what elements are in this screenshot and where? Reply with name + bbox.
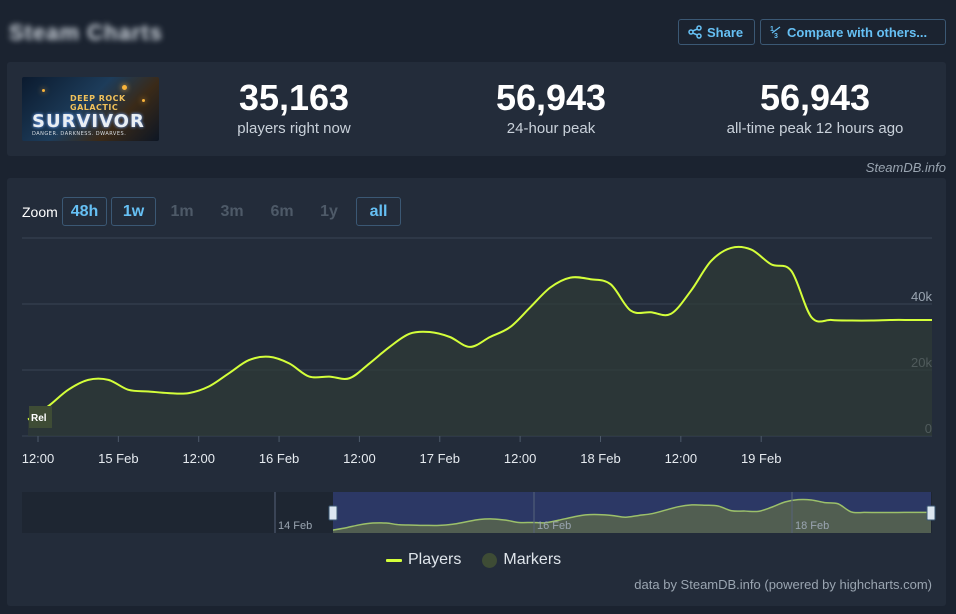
zoom-label: Zoom — [22, 204, 58, 220]
stat-all-time-peak: 56,943 all-time peak 12 hours ago — [700, 77, 930, 138]
page-title: Steam Charts — [9, 20, 163, 45]
players-line-icon — [386, 558, 402, 562]
stat-value: 56,943 — [495, 77, 607, 118]
stats-panel: DEEP ROCK GALACTIC SURVIVOR DANGER. DARK… — [7, 62, 946, 156]
spark-decoration — [122, 85, 127, 90]
zoom-all-button[interactable]: all — [356, 197, 401, 226]
zoom-48h-button[interactable]: 48h — [62, 197, 107, 226]
game-brand: DEEP ROCK GALACTIC — [70, 94, 126, 112]
stat-24h-peak: 56,943 24-hour peak — [451, 77, 651, 138]
stat-value: 56,943 — [759, 77, 871, 118]
markers-dot-icon — [482, 552, 498, 568]
legend-item-players[interactable]: Players — [386, 551, 461, 569]
zoom-1m-button[interactable]: 1m — [170, 202, 194, 220]
chart-panel — [7, 178, 946, 606]
share-icon — [688, 25, 702, 39]
spark-decoration — [142, 99, 145, 102]
steamdb-credit-link[interactable]: SteamDB.info — [865, 160, 946, 175]
game-tagline: DANGER. DARKNESS. DWARVES. — [32, 131, 127, 137]
stat-value: 35,163 — [238, 77, 350, 118]
share-button[interactable]: Share — [678, 19, 755, 45]
chart-legend: Players Markers — [386, 551, 561, 569]
zoom-1y-button[interactable]: 1y — [320, 202, 338, 220]
stat-label: all-time peak 12 hours ago — [726, 120, 904, 137]
legend-item-markers[interactable]: Markers — [482, 551, 561, 569]
stat-label: players right now — [237, 120, 351, 137]
legend-label: Players — [408, 551, 462, 568]
game-logo-title: SURVIVOR — [32, 111, 145, 132]
svg-text:1: 1 — [770, 26, 774, 33]
zoom-6m-button[interactable]: 6m — [270, 202, 294, 220]
zoom-3m-button[interactable]: 3m — [220, 202, 244, 220]
highcharts-credit-link[interactable]: data by SteamDB.info (powered by highcha… — [634, 577, 932, 592]
legend-label: Markers — [503, 551, 562, 568]
compare-label: Compare with others... — [787, 24, 928, 40]
share-label: Share — [707, 24, 744, 40]
stat-current-players: 35,163 players right now — [194, 77, 394, 138]
game-capsule-image[interactable]: DEEP ROCK GALACTIC SURVIVOR DANGER. DARK… — [22, 77, 159, 141]
spark-decoration — [42, 89, 45, 92]
stat-label: 24-hour peak — [506, 120, 596, 137]
zoom-1w-button[interactable]: 1w — [111, 197, 156, 226]
svg-text:3: 3 — [774, 33, 778, 39]
